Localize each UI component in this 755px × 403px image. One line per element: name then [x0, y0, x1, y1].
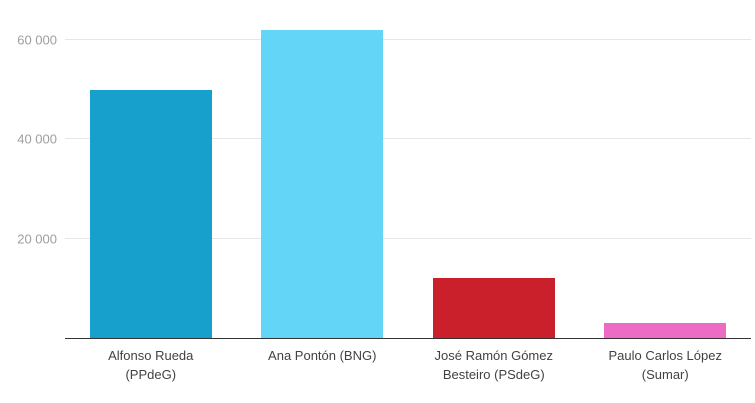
category-label-line: Paulo Carlos López: [608, 348, 722, 363]
bar-slot: [65, 10, 237, 338]
plot-area: [65, 10, 751, 338]
y-tick-label-40000: 40 000: [17, 131, 57, 147]
category-label-line: Alfonso Rueda: [108, 348, 194, 363]
bar-slot: [408, 10, 580, 338]
category-label-line: José Ramón Gómez: [434, 348, 554, 363]
bar-slot: [237, 10, 409, 338]
y-tick-label-60000: 60 000: [17, 32, 57, 48]
gridline-60000: [65, 38, 751, 40]
bars-row: [65, 10, 751, 338]
y-axis: 20 000 40 000 60 000: [0, 10, 57, 338]
category-label-line: Besteiro (PSdeG): [442, 367, 545, 382]
category-label-line: Ana Pontón (BNG): [268, 348, 377, 363]
x-axis-labels: Alfonso Rueda (PPdeG) Ana Pontón (BNG) José…: [65, 346, 751, 384]
bar-3[interactable]: [432, 278, 555, 338]
bar-slot: [580, 10, 752, 338]
category-label: Alfonso Rueda (PPdeG): [65, 346, 237, 384]
gridline-20000: [65, 237, 751, 239]
category-label-line: (Sumar): [641, 367, 689, 382]
category-label: José Ramón Gómez Besteiro (PSdeG): [408, 346, 580, 384]
x-axis-line: [65, 338, 751, 339]
category-label: Ana Pontón (BNG): [237, 346, 409, 384]
gridline-40000: [65, 138, 751, 140]
bar-1[interactable]: [89, 89, 212, 338]
bar-4[interactable]: [604, 323, 727, 338]
category-label: Paulo Carlos López (Sumar): [580, 346, 752, 384]
bar-2[interactable]: [261, 29, 384, 338]
category-label-line: (PPdeG): [125, 367, 177, 382]
y-tick-label-20000: 20 000: [17, 231, 57, 247]
